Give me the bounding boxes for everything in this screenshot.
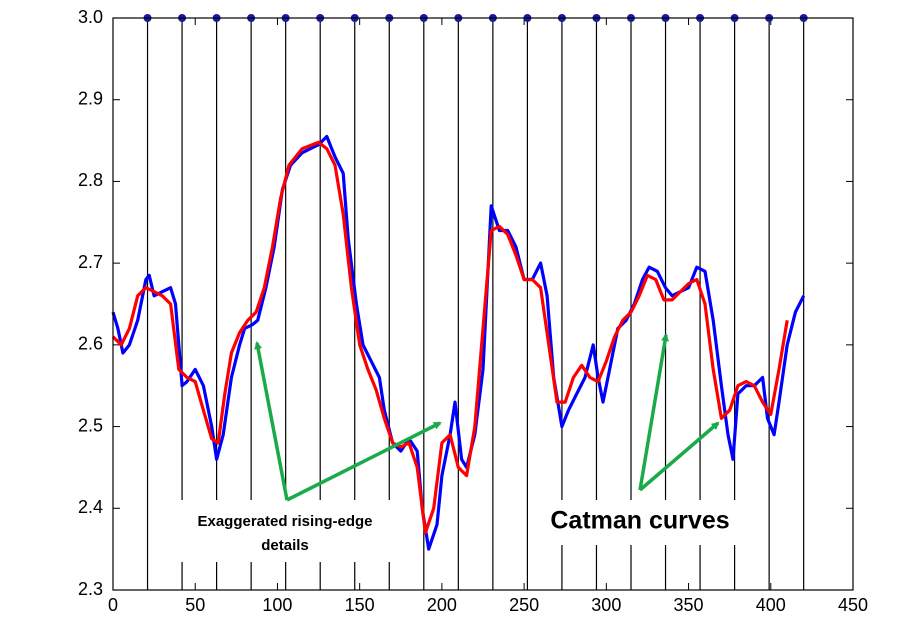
- x-tick-label: 350: [674, 595, 704, 615]
- y-tick-label: 2.8: [78, 170, 103, 190]
- y-tick-label: 2.3: [78, 579, 103, 599]
- arrow: [638, 421, 720, 492]
- annotation-text: Catman curves: [550, 507, 729, 535]
- annotation-text: Exaggerated rising-edge: [197, 513, 372, 530]
- y-tick-label: 2.9: [78, 88, 103, 108]
- y-tick-label: 2.7: [78, 252, 103, 272]
- annotation-box: [170, 500, 410, 562]
- x-tick-label: 150: [345, 595, 375, 615]
- arrow: [254, 341, 289, 501]
- x-tick-label: 450: [838, 595, 868, 615]
- x-tick-label: 250: [509, 595, 539, 615]
- arrow: [286, 421, 442, 502]
- x-tick-label: 0: [108, 595, 118, 615]
- x-tick-label: 100: [262, 595, 292, 615]
- annotation-text: details: [261, 537, 309, 554]
- series-line: [111, 140, 789, 535]
- annotation-box: [530, 500, 746, 545]
- y-tick-label: 2.4: [78, 497, 103, 517]
- x-tick-label: 400: [756, 595, 786, 615]
- y-tick-label: 3.0: [78, 7, 103, 27]
- x-tick-label: 50: [185, 595, 205, 615]
- x-tick-label: 300: [591, 595, 621, 615]
- arrow: [638, 333, 669, 491]
- y-tick-label: 2.5: [78, 415, 103, 435]
- x-tick-label: 200: [427, 595, 457, 615]
- plot-frame: [112, 17, 854, 591]
- y-tick-label: 2.6: [78, 334, 103, 354]
- annotation-arrows: [254, 333, 720, 502]
